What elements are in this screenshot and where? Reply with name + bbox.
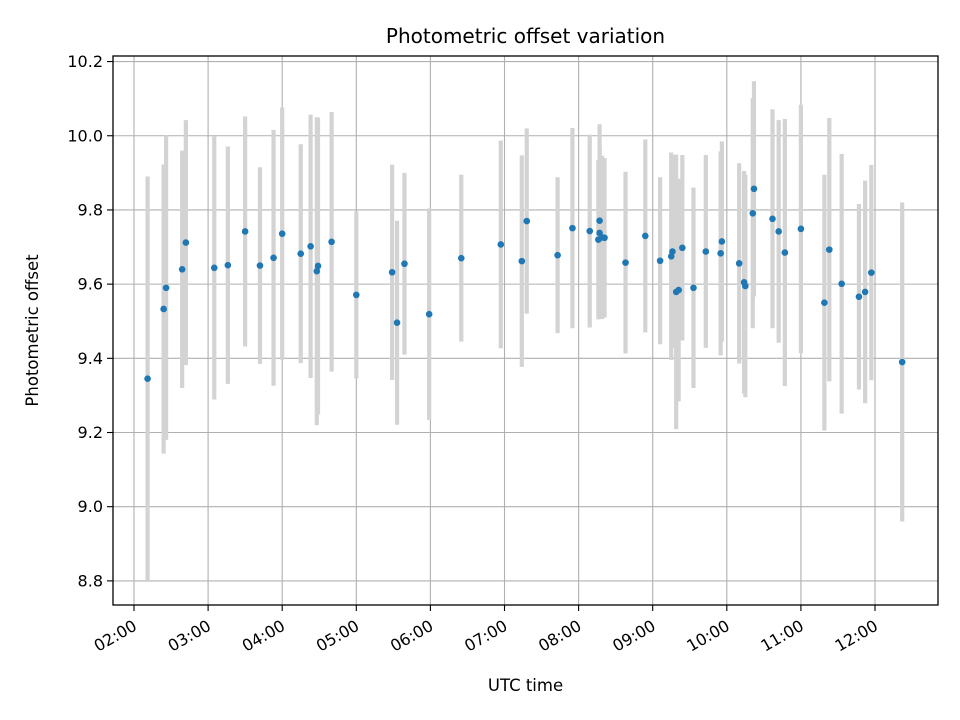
data-point [210, 264, 218, 272]
data-point [641, 232, 649, 240]
data-point [735, 260, 743, 267]
data-point [313, 267, 321, 275]
data-point [702, 248, 710, 255]
data-point [393, 319, 401, 327]
data-point [656, 257, 664, 265]
data-point [241, 228, 249, 235]
data-point [307, 242, 314, 250]
data-point [388, 268, 396, 276]
data-point [182, 239, 190, 246]
data-point [690, 284, 697, 292]
data-point [518, 257, 526, 265]
data-point [781, 249, 789, 256]
data-point [497, 241, 505, 248]
chart-title: Photometric offset variation [386, 24, 665, 48]
data-point [717, 250, 724, 257]
data-point [314, 262, 322, 270]
data-point [718, 238, 726, 245]
data-point [586, 227, 594, 235]
data-point [178, 265, 186, 273]
y-tick-label: 10.2 [67, 52, 103, 71]
data-point [328, 238, 335, 246]
data-point [775, 228, 782, 235]
data-point [861, 288, 869, 296]
data-point [601, 234, 608, 242]
data-point [679, 244, 686, 252]
data-point [821, 299, 828, 306]
data-point [278, 230, 286, 237]
data-point [425, 310, 433, 318]
data-point [270, 254, 277, 262]
y-tick-label: 9.6 [78, 275, 103, 294]
y-tick-label: 10.0 [67, 126, 103, 145]
plot-frame [112, 55, 939, 606]
y-tick-label: 9.0 [78, 497, 103, 516]
data-point [353, 291, 360, 299]
data-points [144, 185, 906, 383]
data-point [596, 217, 603, 224]
y-tick-label: 9.8 [78, 200, 103, 219]
data-point [855, 293, 863, 301]
data-point [769, 215, 776, 223]
data-point [401, 260, 408, 268]
data-point [838, 280, 845, 288]
data-point [749, 209, 757, 217]
data-point [457, 254, 465, 262]
data-point [622, 259, 629, 266]
y-tick-label: 9.4 [78, 349, 103, 368]
data-point [797, 225, 805, 233]
data-point [826, 246, 833, 253]
data-point [569, 224, 576, 232]
data-point [224, 261, 232, 269]
data-point [162, 284, 170, 292]
data-point [160, 305, 167, 313]
data-point [523, 217, 531, 225]
x-axis-label: UTC time [488, 676, 563, 695]
data-point [669, 248, 676, 255]
data-point [297, 250, 305, 258]
y-tick-label: 9.2 [78, 423, 103, 442]
data-point [742, 282, 749, 290]
data-point [256, 262, 264, 269]
data-point [868, 269, 875, 276]
data-point [144, 375, 151, 383]
data-point [675, 286, 682, 294]
data-point [554, 251, 561, 259]
data-point [898, 358, 906, 366]
data-point [750, 185, 758, 193]
y-tick-label: 8.8 [78, 571, 103, 590]
y-axis-label: Photometric offset [23, 254, 42, 407]
